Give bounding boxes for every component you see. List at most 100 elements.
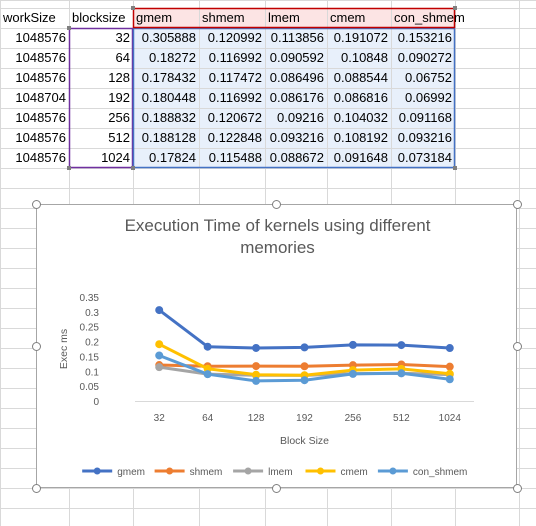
cell-value[interactable]: 0.180448 [133, 88, 196, 108]
cell-value[interactable]: 0.305888 [133, 28, 196, 48]
legend-entry-cmem[interactable]: cmem [306, 467, 368, 478]
data-point[interactable] [156, 307, 163, 314]
data-point[interactable] [204, 343, 211, 350]
data-point[interactable] [253, 363, 260, 370]
data-point[interactable] [301, 377, 308, 384]
header-cell[interactable]: workSize [0, 8, 69, 28]
cell-value[interactable]: 0.117472 [199, 68, 262, 88]
resize-handle[interactable] [32, 200, 41, 209]
data-point[interactable] [301, 363, 308, 370]
cell-value[interactable]: 0.116992 [199, 48, 262, 68]
cell-value[interactable]: 0.088672 [265, 148, 324, 168]
cell-value[interactable]: 0.09216 [265, 108, 324, 128]
cell-value[interactable]: 1048704 [0, 88, 66, 108]
header-cell[interactable]: gmem [133, 8, 199, 28]
cell-value[interactable]: 0.191072 [327, 28, 388, 48]
cell-value[interactable]: 0.088544 [327, 68, 388, 88]
cell-value[interactable]: 1048576 [0, 148, 66, 168]
cell-value[interactable]: 128 [69, 68, 130, 88]
cell-value[interactable]: 1048576 [0, 108, 66, 128]
chart-area[interactable]: Execution Time of kernels using differen… [36, 204, 517, 488]
cell-value[interactable]: 0.091648 [327, 148, 388, 168]
cell-value[interactable]: 1048576 [0, 48, 66, 68]
cell-value[interactable]: 0.178432 [133, 68, 196, 88]
cell-value[interactable]: 0.10848 [327, 48, 388, 68]
header-cell[interactable]: con_shmem [391, 8, 455, 28]
cell-value[interactable]: 0.17824 [133, 148, 196, 168]
y-axis-title[interactable]: Exec ms [58, 329, 70, 369]
data-point[interactable] [253, 344, 260, 351]
data-point[interactable] [398, 370, 405, 377]
x-axis-title[interactable]: Block Size [280, 435, 329, 447]
data-point[interactable] [349, 370, 356, 377]
data-point[interactable] [156, 364, 163, 371]
x-tick-label: 128 [248, 413, 265, 424]
cell-value[interactable]: 0.108192 [327, 128, 388, 148]
legend-entry-gmem[interactable]: gmem [82, 467, 145, 478]
data-point[interactable] [446, 363, 453, 370]
resize-handle[interactable] [32, 484, 41, 493]
resize-handle[interactable] [513, 200, 522, 209]
cell-value[interactable]: 0.188832 [133, 108, 196, 128]
cell-value[interactable]: 192 [69, 88, 130, 108]
header-cell[interactable]: cmem [327, 8, 391, 28]
cell-value[interactable]: 0.086176 [265, 88, 324, 108]
header-cell[interactable]: shmem [199, 8, 265, 28]
x-tick-label: 32 [154, 413, 166, 424]
cell-value[interactable]: 0.091168 [391, 108, 452, 128]
cell-value[interactable]: 0.086496 [265, 68, 324, 88]
cell-value[interactable]: 0.153216 [391, 28, 452, 48]
y-tick-label: 0.35 [80, 293, 100, 304]
data-point[interactable] [301, 344, 308, 351]
cell-value[interactable]: 64 [69, 48, 130, 68]
cell-value[interactable]: 0.090272 [391, 48, 452, 68]
cell-value[interactable]: 1048576 [0, 128, 66, 148]
cell-value[interactable]: 512 [69, 128, 130, 148]
resize-handle[interactable] [513, 342, 522, 351]
legend-label: shmem [190, 467, 223, 478]
data-point[interactable] [156, 341, 163, 348]
data-point[interactable] [253, 377, 260, 384]
cell-value[interactable]: 0.104032 [327, 108, 388, 128]
cell-value[interactable]: 0.086816 [327, 88, 388, 108]
cell-value[interactable]: 0.18272 [133, 48, 196, 68]
cell-value[interactable]: 256 [69, 108, 130, 128]
cell-value[interactable]: 0.113856 [265, 28, 324, 48]
cell-value[interactable]: 0.120992 [199, 28, 262, 48]
cell-value[interactable]: 1024 [69, 148, 130, 168]
cell-value[interactable]: 0.122848 [199, 128, 262, 148]
cell-value[interactable]: 1048576 [0, 28, 66, 48]
series-line-gmem[interactable] [159, 310, 450, 348]
header-cell[interactable]: lmem [265, 8, 327, 28]
resize-handle[interactable] [32, 342, 41, 351]
resize-handle[interactable] [272, 200, 281, 209]
cell-value[interactable]: 0.06992 [391, 88, 452, 108]
cell-value[interactable]: 0.090592 [265, 48, 324, 68]
legend-entry-shmem[interactable]: shmem [155, 467, 223, 478]
cell-value[interactable]: 0.093216 [391, 128, 452, 148]
data-point[interactable] [446, 376, 453, 383]
legend-marker [166, 468, 173, 475]
resize-handle[interactable] [272, 484, 281, 493]
legend-marker [94, 468, 101, 475]
cell-value[interactable]: 0.093216 [265, 128, 324, 148]
cell-value[interactable]: 0.188128 [133, 128, 196, 148]
resize-handle[interactable] [513, 484, 522, 493]
plot-area[interactable]: 0 0.05 0.1 0.15 0.2 0.25 0.3 0.35 32 64 128 192 256 5… [37, 205, 518, 489]
cell-value[interactable]: 0.073184 [391, 148, 452, 168]
header-cell[interactable]: blocksize [69, 8, 133, 28]
data-point[interactable] [204, 371, 211, 378]
cell-value[interactable]: 0.06752 [391, 68, 452, 88]
series-gmem[interactable] [156, 307, 454, 352]
data-point[interactable] [156, 352, 163, 359]
data-point[interactable] [446, 345, 453, 352]
legend-entry-lmem[interactable]: lmem [233, 467, 292, 478]
cell-value[interactable]: 0.115488 [199, 148, 262, 168]
cell-value[interactable]: 0.116992 [199, 88, 262, 108]
data-point[interactable] [349, 341, 356, 348]
legend-entry-con_shmem[interactable]: con_shmem [378, 467, 467, 478]
cell-value[interactable]: 1048576 [0, 68, 66, 88]
cell-value[interactable]: 0.120672 [199, 108, 262, 128]
cell-value[interactable]: 32 [69, 28, 130, 48]
data-point[interactable] [398, 342, 405, 349]
